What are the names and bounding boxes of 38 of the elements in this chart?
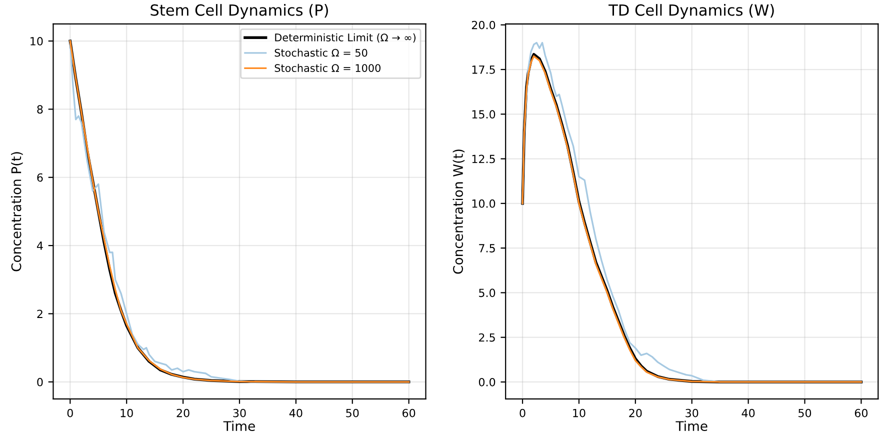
chart-title: Stem Cell Dynamics (P) [150,4,328,19]
y-tick-label: 4 [36,242,43,250]
y-tick-label: 20.0 [472,20,496,30]
x-tick-label: 20 [629,408,642,418]
x-tick-label: 10 [120,408,133,418]
y-tick-label: 2 [37,310,42,318]
x-tick-label: 60 [854,408,868,418]
x-tick-label: 50 [346,408,359,418]
legend-label: Stochastic Ω = 1000 [274,64,380,72]
y-tick-label: 7.5 [479,244,495,252]
x-tick-label: 0 [67,408,73,418]
y-axis-title: Concentration P(t) [11,152,23,272]
y-tick-label: 0 [37,378,43,386]
y-tick-label: 6 [37,173,43,182]
x-tick-label: 50 [798,408,812,418]
x-tick-label: 40 [289,408,302,418]
y-tick-label: 5.0 [479,288,496,298]
x-axis-title: Time [223,420,255,432]
y-tick-label: 2.5 [479,333,495,342]
legend-label: Stochastic Ω = 50 [274,48,368,57]
x-tick-label: 10 [573,408,586,418]
x-tick-label: 20 [176,408,190,418]
y-axis-title: Concentration W(t) [452,150,465,274]
y-tick-label: 0.0 [478,378,496,386]
y-tick-label: 8 [37,105,43,114]
y-tick-label: 10.0 [472,199,496,208]
x-tick-label: 30 [686,408,698,418]
legend-label: Deterministic Limit (Ω → ∞) [275,33,416,43]
chart-title: TD Cell Dynamics (W) [608,4,774,19]
x-tick-label: 0 [520,408,526,418]
y-tick-label: 17.5 [472,66,495,74]
x-tick-label: 40 [742,408,755,418]
y-tick-label: 10 [30,37,43,46]
x-axis-title: Time [676,420,708,432]
y-tick-label: 15.0 [472,110,496,119]
x-tick-label: 60 [402,408,416,418]
x-tick-label: 30 [233,408,246,418]
y-tick-label: 12.5 [472,154,495,164]
